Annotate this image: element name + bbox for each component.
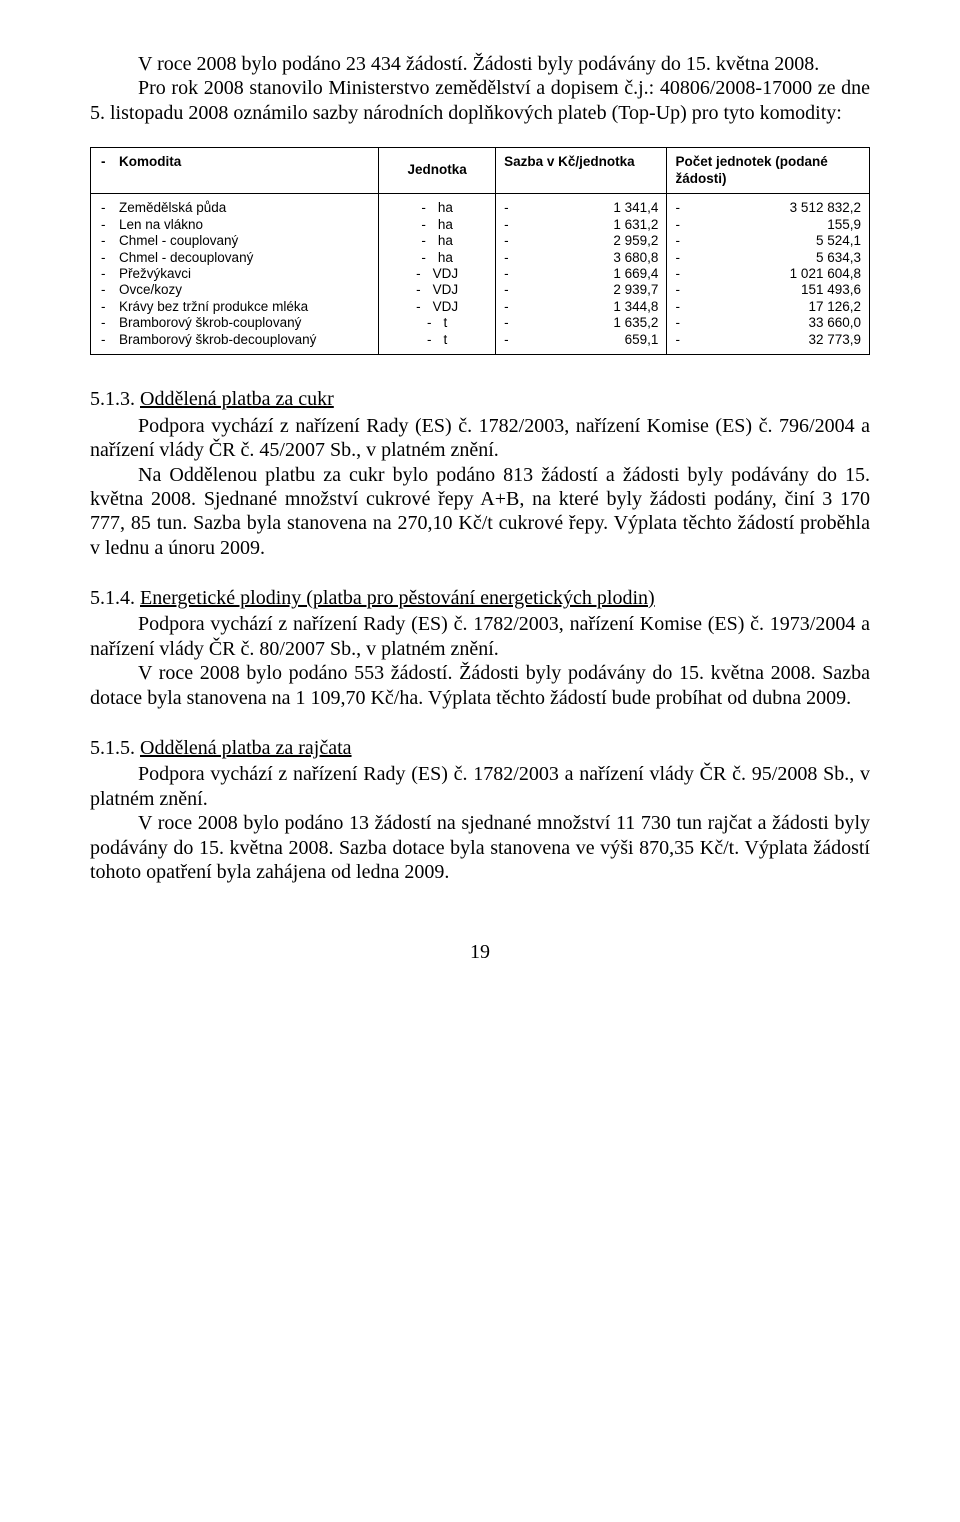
- section-title: Oddělená platba za cukr: [140, 388, 334, 410]
- cell-komodita: Zemědělská půda Len na vlákno Chmel - co…: [91, 194, 379, 355]
- list-item: 33 660,0: [675, 315, 861, 331]
- commodity-table: Komodita Jednotka Sazba v Kč/jednotka Po…: [90, 147, 870, 355]
- komodita-list: Zemědělská půda Len na vlákno Chmel - co…: [99, 200, 370, 348]
- list-item: t: [387, 315, 487, 331]
- intro-paragraph-2: Pro rok 2008 stanovilo Ministerstvo země…: [90, 76, 870, 125]
- intro-paragraph-1: V roce 2008 bylo podáno 23 434 žádostí. …: [90, 52, 870, 76]
- section-heading: 5.1.4. Energetické plodiny (platba pro p…: [90, 586, 870, 610]
- section-paragraph: Podpora vychází z nařízení Rady (ES) č. …: [90, 414, 870, 463]
- list-item: 1 635,2: [504, 315, 658, 331]
- th-komodita: Komodita: [91, 148, 379, 194]
- th-jednotka: Jednotka: [379, 148, 496, 194]
- section-number: 5.1.5.: [90, 737, 140, 759]
- jednotka-list: ha ha ha ha VDJ VDJ VDJ t t: [387, 200, 487, 348]
- list-item: 1 341,4: [504, 200, 658, 216]
- th-komodita-label: Komodita: [99, 154, 370, 170]
- list-item: ha: [387, 217, 487, 233]
- section-paragraph: V roce 2008 bylo podáno 13 žádostí na sj…: [90, 811, 870, 884]
- list-item: 151 493,6: [675, 282, 861, 298]
- list-item: Len na vlákno: [99, 217, 370, 233]
- list-item: Přežvýkavci: [99, 266, 370, 282]
- list-item: VDJ: [387, 299, 487, 315]
- section-514: 5.1.4. Energetické plodiny (platba pro p…: [90, 586, 870, 710]
- list-item: Ovce/kozy: [99, 282, 370, 298]
- list-item: t: [387, 332, 487, 348]
- list-item: Bramborový škrob-decouplovaný: [99, 332, 370, 348]
- cell-pocet: 3 512 832,2 155,9 5 524,1 5 634,3 1 021 …: [667, 194, 870, 355]
- list-item: ha: [387, 233, 487, 249]
- table-row: Zemědělská půda Len na vlákno Chmel - co…: [91, 194, 870, 355]
- section-515: 5.1.5. Oddělená platba za rajčata Podpor…: [90, 736, 870, 884]
- list-item: 155,9: [675, 217, 861, 233]
- list-item: 1 669,4: [504, 266, 658, 282]
- th-sazba: Sazba v Kč/jednotka: [496, 148, 667, 194]
- list-item: 2 959,2: [504, 233, 658, 249]
- list-item: 3 680,8: [504, 250, 658, 266]
- list-item: Chmel - couplovaný: [99, 233, 370, 249]
- list-item: Bramborový škrob-couplovaný: [99, 315, 370, 331]
- list-item: 659,1: [504, 332, 658, 348]
- list-item: 1 344,8: [504, 299, 658, 315]
- list-item: Chmel - decouplovaný: [99, 250, 370, 266]
- section-513: 5.1.3. Oddělená platba za cukr Podpora v…: [90, 387, 870, 560]
- list-item: Zemědělská půda: [99, 200, 370, 216]
- section-title: Oddělená platba za rajčata: [140, 737, 352, 759]
- list-item: 1 021 604,8: [675, 266, 861, 282]
- th-pocet: Počet jednotek (podané žádosti): [667, 148, 870, 194]
- section-number: 5.1.4.: [90, 587, 140, 609]
- section-heading: 5.1.5. Oddělená platba za rajčata: [90, 736, 870, 760]
- pocet-list: 3 512 832,2 155,9 5 524,1 5 634,3 1 021 …: [675, 200, 861, 348]
- section-paragraph: V roce 2008 bylo podáno 553 žádostí. Žád…: [90, 661, 870, 710]
- table-header-row: Komodita Jednotka Sazba v Kč/jednotka Po…: [91, 148, 870, 194]
- page-number: 19: [90, 940, 870, 964]
- list-item: 5 634,3: [675, 250, 861, 266]
- list-item: 32 773,9: [675, 332, 861, 348]
- section-title: Energetické plodiny (platba pro pěstován…: [140, 587, 655, 609]
- sazba-list: 1 341,4 1 631,2 2 959,2 3 680,8 1 669,4 …: [504, 200, 658, 348]
- list-item: VDJ: [387, 266, 487, 282]
- section-paragraph: Podpora vychází z nařízení Rady (ES) č. …: [90, 762, 870, 811]
- list-item: 17 126,2: [675, 299, 861, 315]
- section-heading: 5.1.3. Oddělená platba za cukr: [90, 387, 870, 411]
- section-paragraph: Na Oddělenou platbu za cukr bylo podáno …: [90, 463, 870, 561]
- list-item: 2 939,7: [504, 282, 658, 298]
- list-item: Krávy bez tržní produkce mléka: [99, 299, 370, 315]
- cell-jednotka: ha ha ha ha VDJ VDJ VDJ t t: [379, 194, 496, 355]
- list-item: VDJ: [387, 282, 487, 298]
- list-item: 5 524,1: [675, 233, 861, 249]
- table: Komodita Jednotka Sazba v Kč/jednotka Po…: [90, 147, 870, 355]
- section-number: 5.1.3.: [90, 388, 140, 410]
- document-page: V roce 2008 bylo podáno 23 434 žádostí. …: [0, 0, 960, 1025]
- cell-sazba: 1 341,4 1 631,2 2 959,2 3 680,8 1 669,4 …: [496, 194, 667, 355]
- section-paragraph: Podpora vychází z nařízení Rady (ES) č. …: [90, 612, 870, 661]
- list-item: ha: [387, 250, 487, 266]
- list-item: 3 512 832,2: [675, 200, 861, 216]
- list-item: ha: [387, 200, 487, 216]
- list-item: 1 631,2: [504, 217, 658, 233]
